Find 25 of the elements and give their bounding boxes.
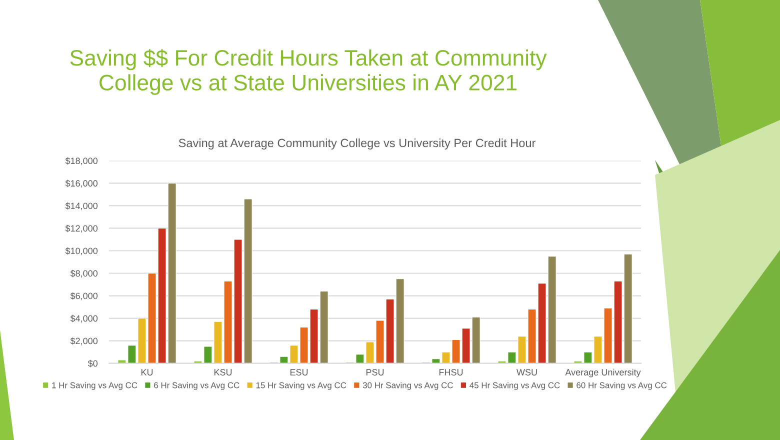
- legend-label: 1 Hr Saving vs Avg CC: [52, 382, 138, 390]
- y-tick-label: $14,000: [65, 202, 98, 210]
- x-tick-label: KU: [141, 369, 153, 376]
- legend-label: 6 Hr Saving vs Avg CC: [154, 382, 240, 390]
- y-tick-label: $4,000: [70, 314, 98, 323]
- legend-label: 45 Hr Saving vs Avg CC: [470, 382, 560, 390]
- y-tick-label: $0: [88, 360, 98, 368]
- x-tick-label: KSU: [214, 369, 232, 376]
- chart-subtitle: Saving at Average Community College vs University Per Credit Hour: [178, 138, 536, 150]
- chart-title: Saving $$ For Credit Hours Taken at Community College vs at State Universities in AY 2021: [70, 49, 547, 95]
- x-tick-label: WSU: [516, 369, 537, 376]
- x-tick-label: ESU: [290, 369, 308, 376]
- y-tick-label: $10,000: [65, 247, 98, 256]
- x-tick-label: Average University: [565, 368, 641, 378]
- y-tick-label: $18,000: [65, 157, 98, 166]
- y-tick-label: $6,000: [70, 292, 98, 300]
- legend-label: 15 Hr Saving vs Avg CC: [256, 382, 346, 390]
- y-tick-label: $12,000: [65, 224, 98, 233]
- y-tick-label: $16,000: [65, 180, 98, 188]
- y-tick-label: $2,000: [70, 337, 98, 346]
- x-tick-label: PSU: [366, 369, 384, 376]
- legend-label: 30 Hr Saving vs Avg CC: [362, 382, 453, 390]
- y-tick-label: $8,000: [70, 270, 98, 278]
- legend-label: 60 Hr Saving vs Avg CC: [576, 382, 667, 390]
- x-tick-label: FHSU: [439, 369, 463, 376]
